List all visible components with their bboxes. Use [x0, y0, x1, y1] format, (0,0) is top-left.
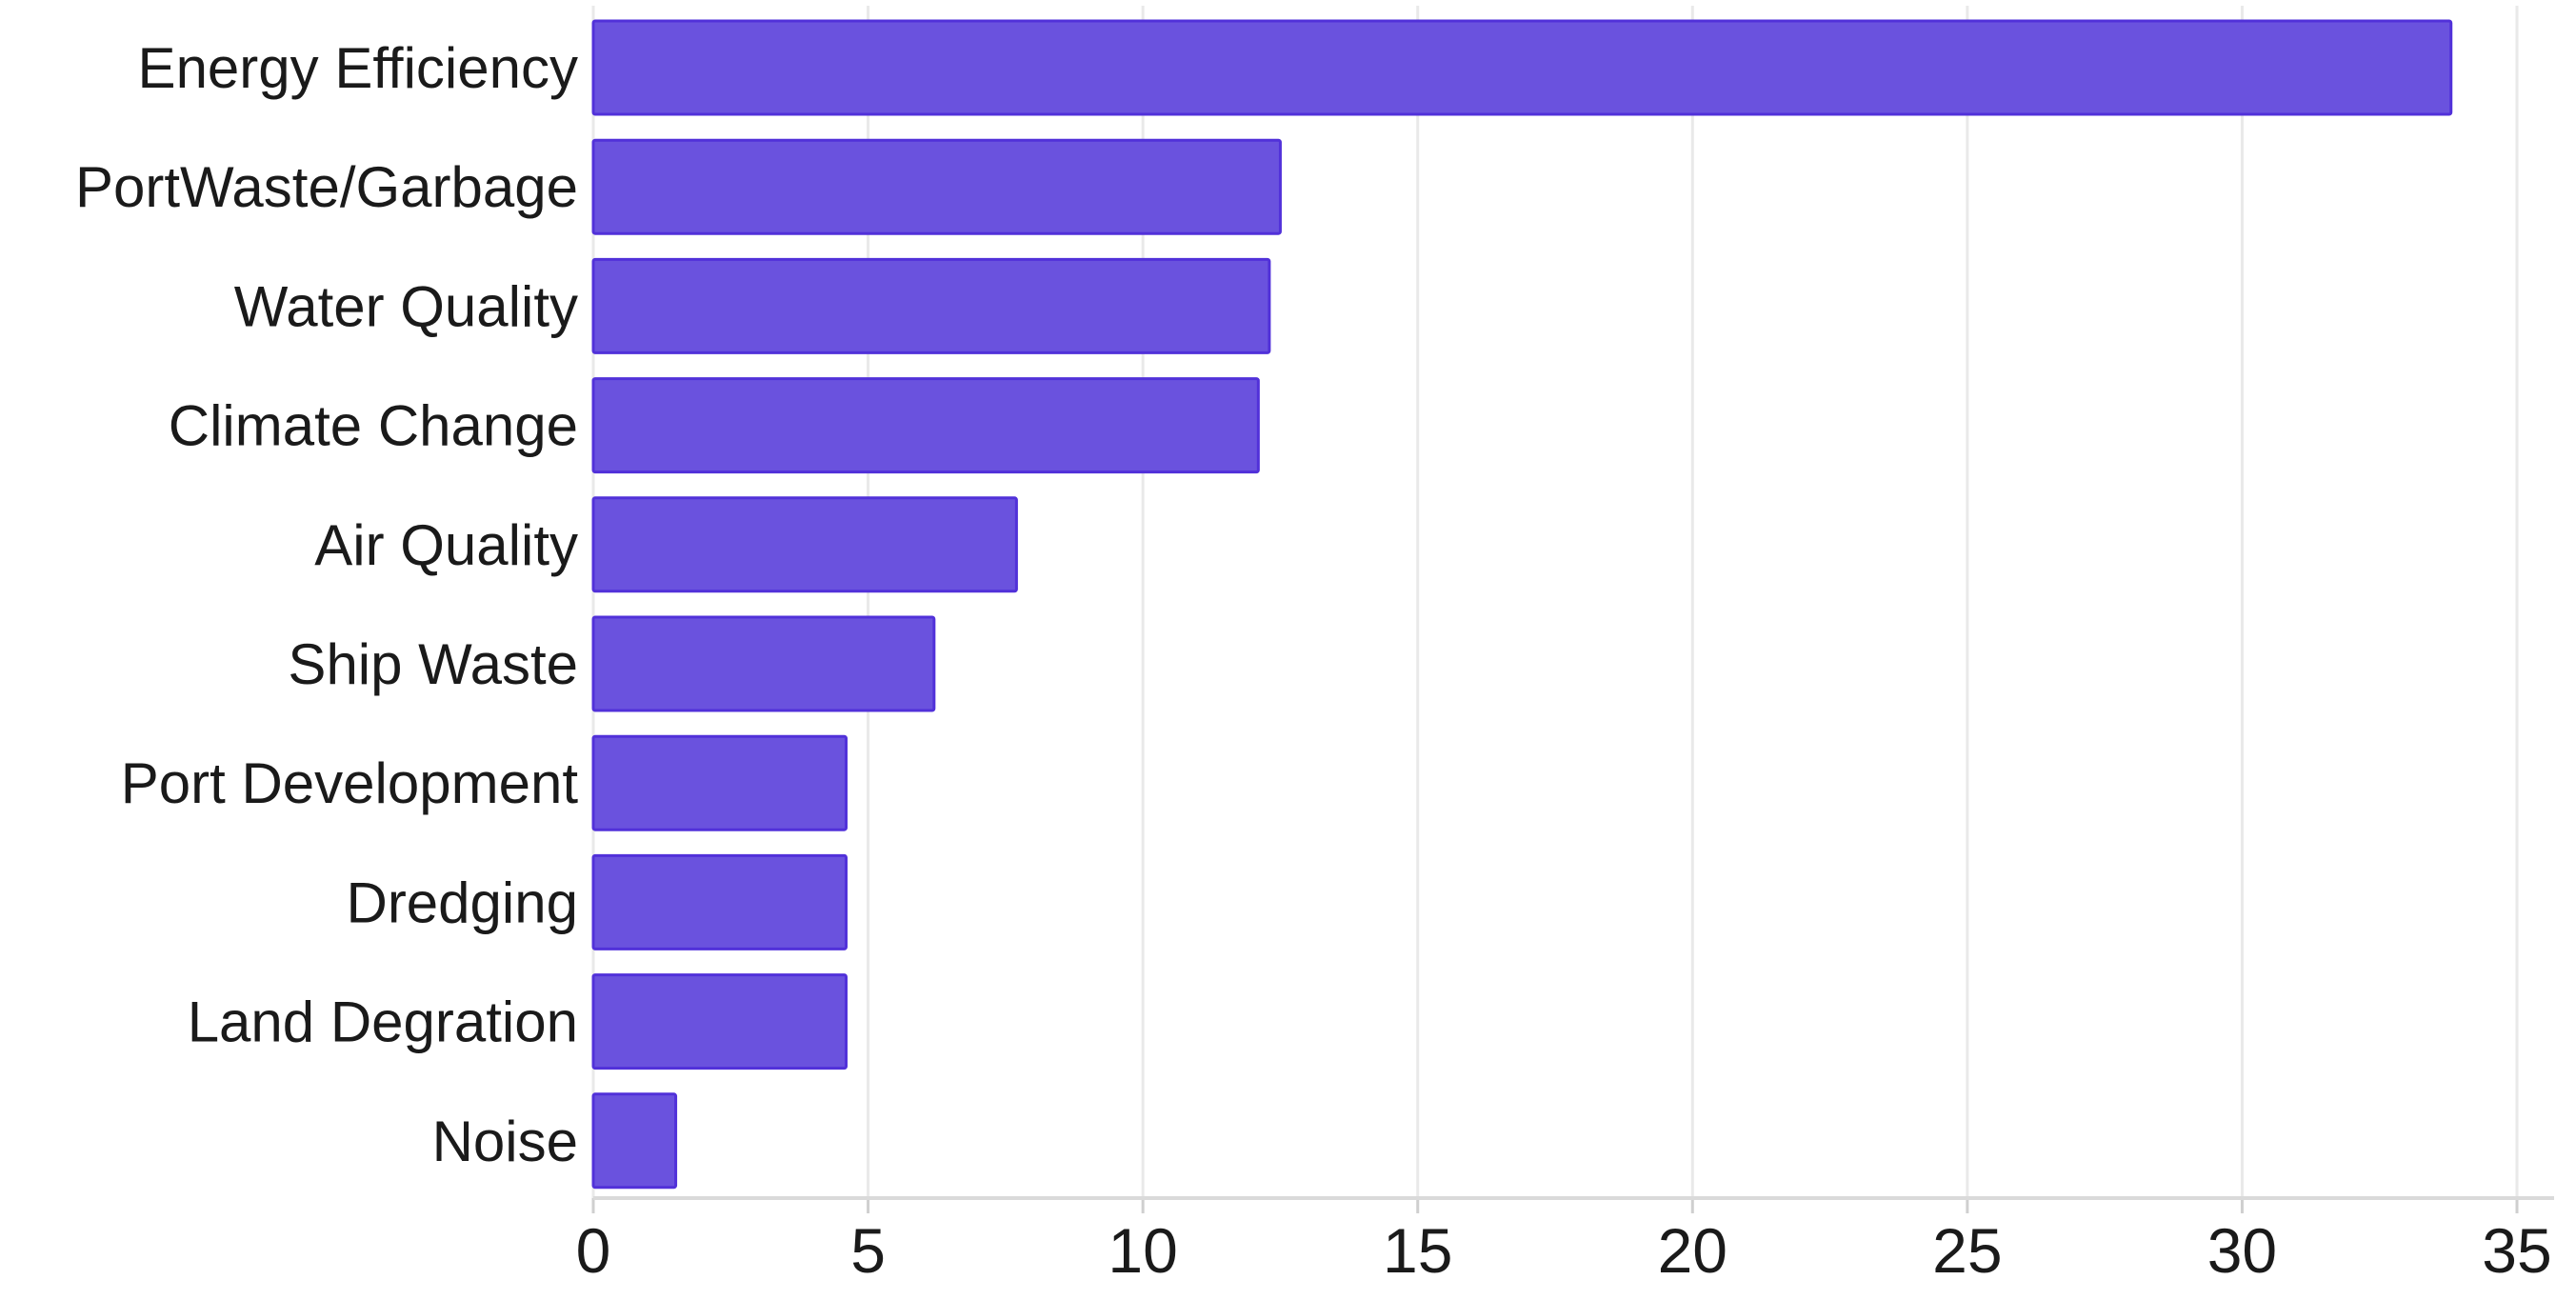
bar-land-degration: [591, 973, 848, 1070]
category-label-noise: Noise: [432, 1110, 578, 1173]
bar-dredging: [591, 853, 848, 950]
category-label-dredging: Dredging: [347, 870, 579, 934]
category-label-ship-waste: Ship Waste: [288, 632, 578, 696]
tick-label-5: 5: [850, 1215, 886, 1286]
tick-label-35: 35: [2482, 1215, 2551, 1286]
category-label-air-quality: Air Quality: [314, 513, 578, 577]
bar-ship-waste: [591, 615, 936, 712]
bar-noise: [591, 1092, 678, 1190]
tick-label-10: 10: [1108, 1215, 1177, 1286]
bar-climate-change: [591, 377, 1260, 474]
bar-water-quality: [591, 257, 1271, 354]
category-label-climate-change: Climate Change: [169, 394, 578, 458]
tick-label-20: 20: [1658, 1215, 1727, 1286]
category-label-water-quality: Water Quality: [234, 274, 578, 338]
category-label-port-development: Port Development: [121, 751, 579, 815]
category-label-portwaste-garbage: PortWaste/Garbage: [75, 155, 578, 219]
bar-air-quality: [591, 496, 1018, 593]
tick-label-30: 30: [2207, 1215, 2277, 1286]
bar-portwaste-garbage: [591, 138, 1282, 235]
category-label-energy-efficiency: Energy Efficiency: [138, 36, 578, 100]
tick-label-0: 0: [576, 1215, 611, 1286]
bar-port-development: [591, 734, 848, 831]
bar-energy-efficiency: [591, 19, 2453, 116]
tick-label-25: 25: [1932, 1215, 2002, 1286]
category-label-land-degration: Land Degration: [188, 990, 578, 1054]
tick-label-15: 15: [1383, 1215, 1452, 1286]
